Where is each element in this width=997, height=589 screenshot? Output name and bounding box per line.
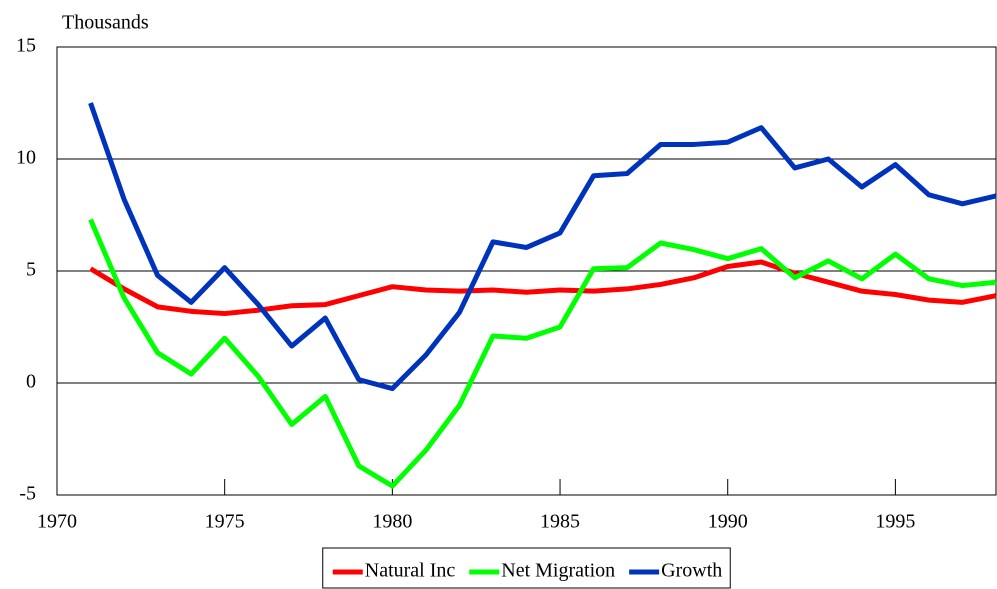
x-tick-label: 1970 (37, 511, 77, 533)
y-tick-label: 5 (26, 259, 36, 281)
series-line (88, 218, 997, 489)
legend-box (322, 547, 731, 589)
x-tick-label: 1975 (205, 511, 245, 533)
x-tick-label: 1985 (540, 511, 580, 533)
legend-label: Growth (661, 560, 722, 582)
legend: Natural Inc Net Migration Growth (322, 547, 731, 589)
series-line (89, 259, 997, 317)
y-tick-label: 10 (16, 147, 36, 169)
x-tick-label: 1990 (708, 511, 748, 533)
legend-label: Net Migration (501, 560, 615, 582)
series-line (88, 102, 997, 392)
legend-label: Natural Inc (365, 560, 456, 582)
y-tick-label: -5 (19, 483, 36, 505)
x-tick-label: 1995 (875, 511, 915, 533)
y-tick-label: 0 (26, 371, 36, 393)
x-tick-label: 1980 (372, 511, 412, 533)
y-tick-label: 15 (16, 35, 36, 57)
y-axis-label: Thousands (62, 12, 149, 34)
